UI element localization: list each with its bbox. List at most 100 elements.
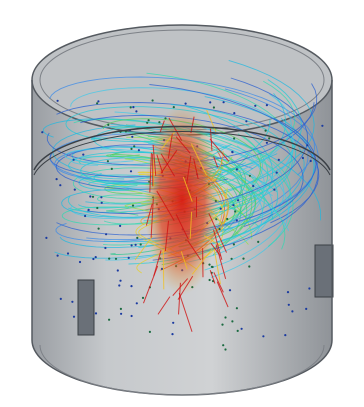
particle bbox=[208, 278, 211, 282]
core-streamline bbox=[180, 251, 188, 270]
core-streamline bbox=[215, 244, 227, 279]
core-streamline bbox=[190, 116, 195, 134]
core-streamline bbox=[156, 190, 175, 222]
particle bbox=[72, 315, 76, 318]
core-streamline bbox=[150, 198, 154, 238]
particle bbox=[92, 257, 95, 261]
particle bbox=[301, 156, 304, 160]
baffle-left bbox=[77, 279, 95, 336]
core-streamline bbox=[203, 235, 223, 248]
particle bbox=[231, 320, 234, 323]
particle bbox=[233, 137, 236, 140]
particle bbox=[151, 99, 154, 102]
particle bbox=[134, 243, 137, 246]
core-streamline bbox=[134, 235, 153, 261]
particle bbox=[41, 131, 44, 134]
particle bbox=[106, 160, 109, 163]
core-streamline bbox=[190, 143, 208, 176]
lid-ring bbox=[33, 125, 331, 171]
core-streamline bbox=[187, 239, 202, 261]
particle bbox=[130, 285, 133, 288]
streamline bbox=[71, 156, 290, 232]
core-streamline bbox=[175, 214, 189, 240]
particle bbox=[219, 207, 222, 210]
particle bbox=[245, 120, 248, 123]
particle bbox=[224, 348, 227, 351]
core-streamline bbox=[186, 155, 192, 185]
vortex-core bbox=[144, 105, 220, 295]
particle bbox=[265, 104, 268, 107]
particle bbox=[321, 124, 324, 127]
particle bbox=[100, 201, 103, 204]
particle bbox=[129, 106, 132, 109]
core-streamline bbox=[177, 275, 194, 300]
particle bbox=[141, 296, 145, 299]
particle bbox=[130, 147, 133, 150]
streamline bbox=[68, 151, 278, 193]
particle bbox=[305, 307, 308, 310]
core-streamline bbox=[152, 144, 157, 176]
particle bbox=[242, 257, 245, 260]
particle bbox=[59, 297, 62, 300]
particle bbox=[139, 243, 142, 246]
particle bbox=[222, 101, 225, 104]
core-streamline bbox=[189, 211, 193, 239]
particle bbox=[230, 257, 233, 260]
particle bbox=[309, 159, 312, 163]
particle bbox=[146, 121, 149, 124]
particle bbox=[231, 151, 234, 154]
particle bbox=[105, 233, 108, 236]
particle bbox=[66, 252, 70, 255]
particle bbox=[222, 344, 225, 347]
particle bbox=[148, 330, 151, 333]
core-streamline bbox=[167, 133, 173, 159]
particle bbox=[273, 188, 276, 191]
streamline bbox=[146, 72, 294, 226]
particle bbox=[252, 184, 255, 188]
particle bbox=[94, 312, 98, 315]
particle bbox=[232, 243, 235, 246]
particle bbox=[172, 321, 175, 324]
particle bbox=[268, 137, 271, 140]
particle bbox=[254, 104, 257, 107]
particle bbox=[209, 101, 212, 104]
core-streamline bbox=[213, 272, 224, 293]
particle bbox=[72, 158, 75, 161]
particle bbox=[277, 158, 280, 161]
core-streamline bbox=[178, 292, 193, 332]
particle bbox=[224, 316, 227, 319]
streamline bbox=[73, 118, 294, 247]
particle bbox=[45, 236, 48, 239]
particle bbox=[71, 300, 74, 303]
particle bbox=[118, 284, 121, 287]
particle bbox=[235, 219, 238, 222]
particle bbox=[221, 323, 224, 326]
particle bbox=[265, 141, 268, 144]
core-streamline bbox=[145, 203, 153, 226]
core-streamline bbox=[193, 158, 199, 180]
particle bbox=[104, 246, 107, 250]
core-streamline bbox=[209, 138, 230, 162]
particle bbox=[275, 171, 278, 174]
particle bbox=[131, 204, 135, 207]
particle bbox=[119, 307, 122, 310]
particle bbox=[56, 254, 59, 257]
streamline bbox=[70, 87, 294, 170]
particle bbox=[284, 334, 287, 337]
particle bbox=[147, 119, 150, 122]
core-streamline bbox=[149, 152, 152, 193]
particle bbox=[108, 257, 111, 260]
particle bbox=[248, 265, 251, 268]
particle bbox=[114, 257, 118, 260]
particle bbox=[286, 291, 290, 294]
particle bbox=[135, 302, 138, 305]
particle bbox=[262, 335, 265, 338]
core-streamline bbox=[156, 154, 164, 174]
particle bbox=[132, 106, 135, 109]
particle bbox=[248, 174, 251, 177]
particle bbox=[264, 129, 267, 132]
particle bbox=[308, 287, 311, 290]
particle bbox=[119, 224, 122, 227]
particle bbox=[96, 102, 99, 105]
particle bbox=[89, 195, 92, 198]
